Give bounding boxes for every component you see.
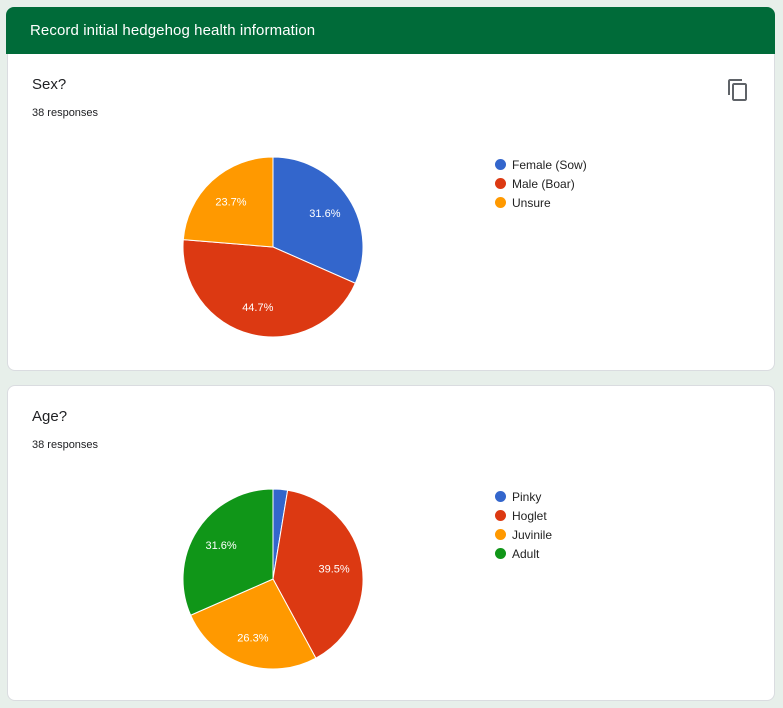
legend-item-adult[interactable]: Adult <box>495 544 552 563</box>
copy-chart-button[interactable] <box>726 78 750 102</box>
legend-item-pinky[interactable]: Pinky <box>495 487 552 506</box>
legend-color-dot <box>495 197 506 208</box>
legend-label: Adult <box>512 546 540 561</box>
age-pie-chart: 39.5% 26.3% 31.6% <box>182 488 364 670</box>
legend-label: Female (Sow) <box>512 157 587 172</box>
sex-legend: Female (Sow) Male (Boar) Unsure <box>495 155 587 212</box>
legend-color-dot <box>495 178 506 189</box>
legend-item-hoglet[interactable]: Hoglet <box>495 506 552 525</box>
legend-label: Unsure <box>512 195 551 210</box>
response-count: 38 responses <box>32 107 99 119</box>
question-title: Age? <box>32 408 68 425</box>
slice-label-male-boar: 44.7% <box>242 302 273 314</box>
slice-label-juvinile: 26.3% <box>237 633 268 645</box>
form-header: Record initial hedgehog health informati… <box>6 7 775 54</box>
sex-pie-chart: 31.6% 44.7% 23.7% <box>182 156 364 338</box>
legend-color-dot <box>495 548 506 559</box>
question-title: Sex? <box>32 76 67 93</box>
pie-slice-hoglet[interactable] <box>272 489 364 659</box>
slice-label-adult: 31.6% <box>205 540 236 552</box>
pie-slice-unsure[interactable] <box>182 156 274 248</box>
slice-label-hoglet: 39.5% <box>318 564 349 576</box>
legend-color-dot <box>495 159 506 170</box>
legend-label: Hoglet <box>512 508 547 523</box>
copy-icon <box>728 79 747 101</box>
legend-label: Juvinile <box>512 527 553 542</box>
question-card-sex: Sex? 38 responses 31.6% 44.7% 23.7% Female… <box>7 54 775 371</box>
form-title: Record initial hedgehog health informati… <box>30 22 316 39</box>
question-card-age: Age? 38 responses 39.5% 26.3% 31.6% Pinky H… <box>7 385 775 701</box>
pie-slice-adult[interactable] <box>182 488 274 616</box>
legend-item-unsure[interactable]: Unsure <box>495 193 587 212</box>
legend-item-female-sow[interactable]: Female (Sow) <box>495 155 587 174</box>
legend-color-dot <box>495 529 506 540</box>
pie-slice-female-sow[interactable] <box>272 156 364 284</box>
slice-label-unsure: 23.7% <box>215 196 246 208</box>
legend-item-male-boar[interactable]: Male (Boar) <box>495 174 587 193</box>
response-count: 38 responses <box>32 439 99 451</box>
legend-color-dot <box>495 491 506 502</box>
legend-label: Male (Boar) <box>512 176 575 191</box>
pie-slice-male-boar[interactable] <box>182 239 357 338</box>
slice-label-female-sow: 31.6% <box>309 208 340 220</box>
legend-item-juvinile[interactable]: Juvinile <box>495 525 552 544</box>
legend-color-dot <box>495 510 506 521</box>
age-legend: Pinky Hoglet Juvinile Adult <box>495 487 552 563</box>
legend-label: Pinky <box>512 489 542 504</box>
